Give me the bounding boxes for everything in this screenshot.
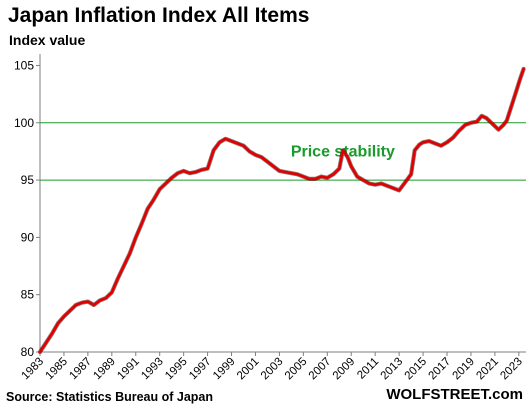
series-line: [38, 67, 525, 354]
y-tick-label: 95: [21, 173, 35, 187]
x-tick-label: 1989: [91, 356, 118, 383]
x-tick-label: 2015: [403, 356, 430, 383]
x-tick-label: 2019: [450, 356, 477, 383]
source-note: Source: Statistics Bureau of Japan: [6, 390, 214, 404]
x-tick-label: 1995: [163, 356, 190, 383]
y-tick-label: 105: [14, 58, 34, 72]
x-tick-label: 2021: [474, 356, 501, 383]
x-tick-label: 1999: [211, 356, 238, 383]
x-tick-label: 2007: [307, 356, 334, 383]
y-tick-label: 80: [21, 345, 35, 359]
x-tick-label: 1985: [43, 356, 70, 383]
chart-subtitle: Index value: [9, 32, 86, 48]
x-tick-label: 1987: [67, 356, 94, 383]
x-tick-label: 1997: [187, 356, 214, 383]
x-tick-label: 2009: [331, 356, 358, 383]
x-tick-label: 2011: [355, 356, 381, 382]
y-tick-label: 100: [14, 116, 34, 130]
y-tick-label: 90: [21, 230, 35, 244]
x-tick-label: 2013: [379, 356, 406, 383]
x-tick-label: 1983: [20, 356, 47, 383]
x-tick-label: 2003: [259, 356, 286, 383]
brand-label: WOLFSTREET.com: [386, 386, 523, 403]
x-tick-label: 2017: [427, 356, 454, 383]
y-tick-label: 85: [21, 288, 35, 302]
x-tick-label: 1991: [115, 356, 142, 383]
x-tick-label: 2005: [283, 356, 310, 383]
chart-title: Japan Inflation Index All Items: [8, 4, 310, 27]
x-tick-label: 2001: [235, 356, 262, 383]
series-line-shadow: [37, 66, 526, 355]
x-tick-label: 2023: [498, 356, 525, 383]
x-tick-label: 1993: [139, 356, 166, 383]
